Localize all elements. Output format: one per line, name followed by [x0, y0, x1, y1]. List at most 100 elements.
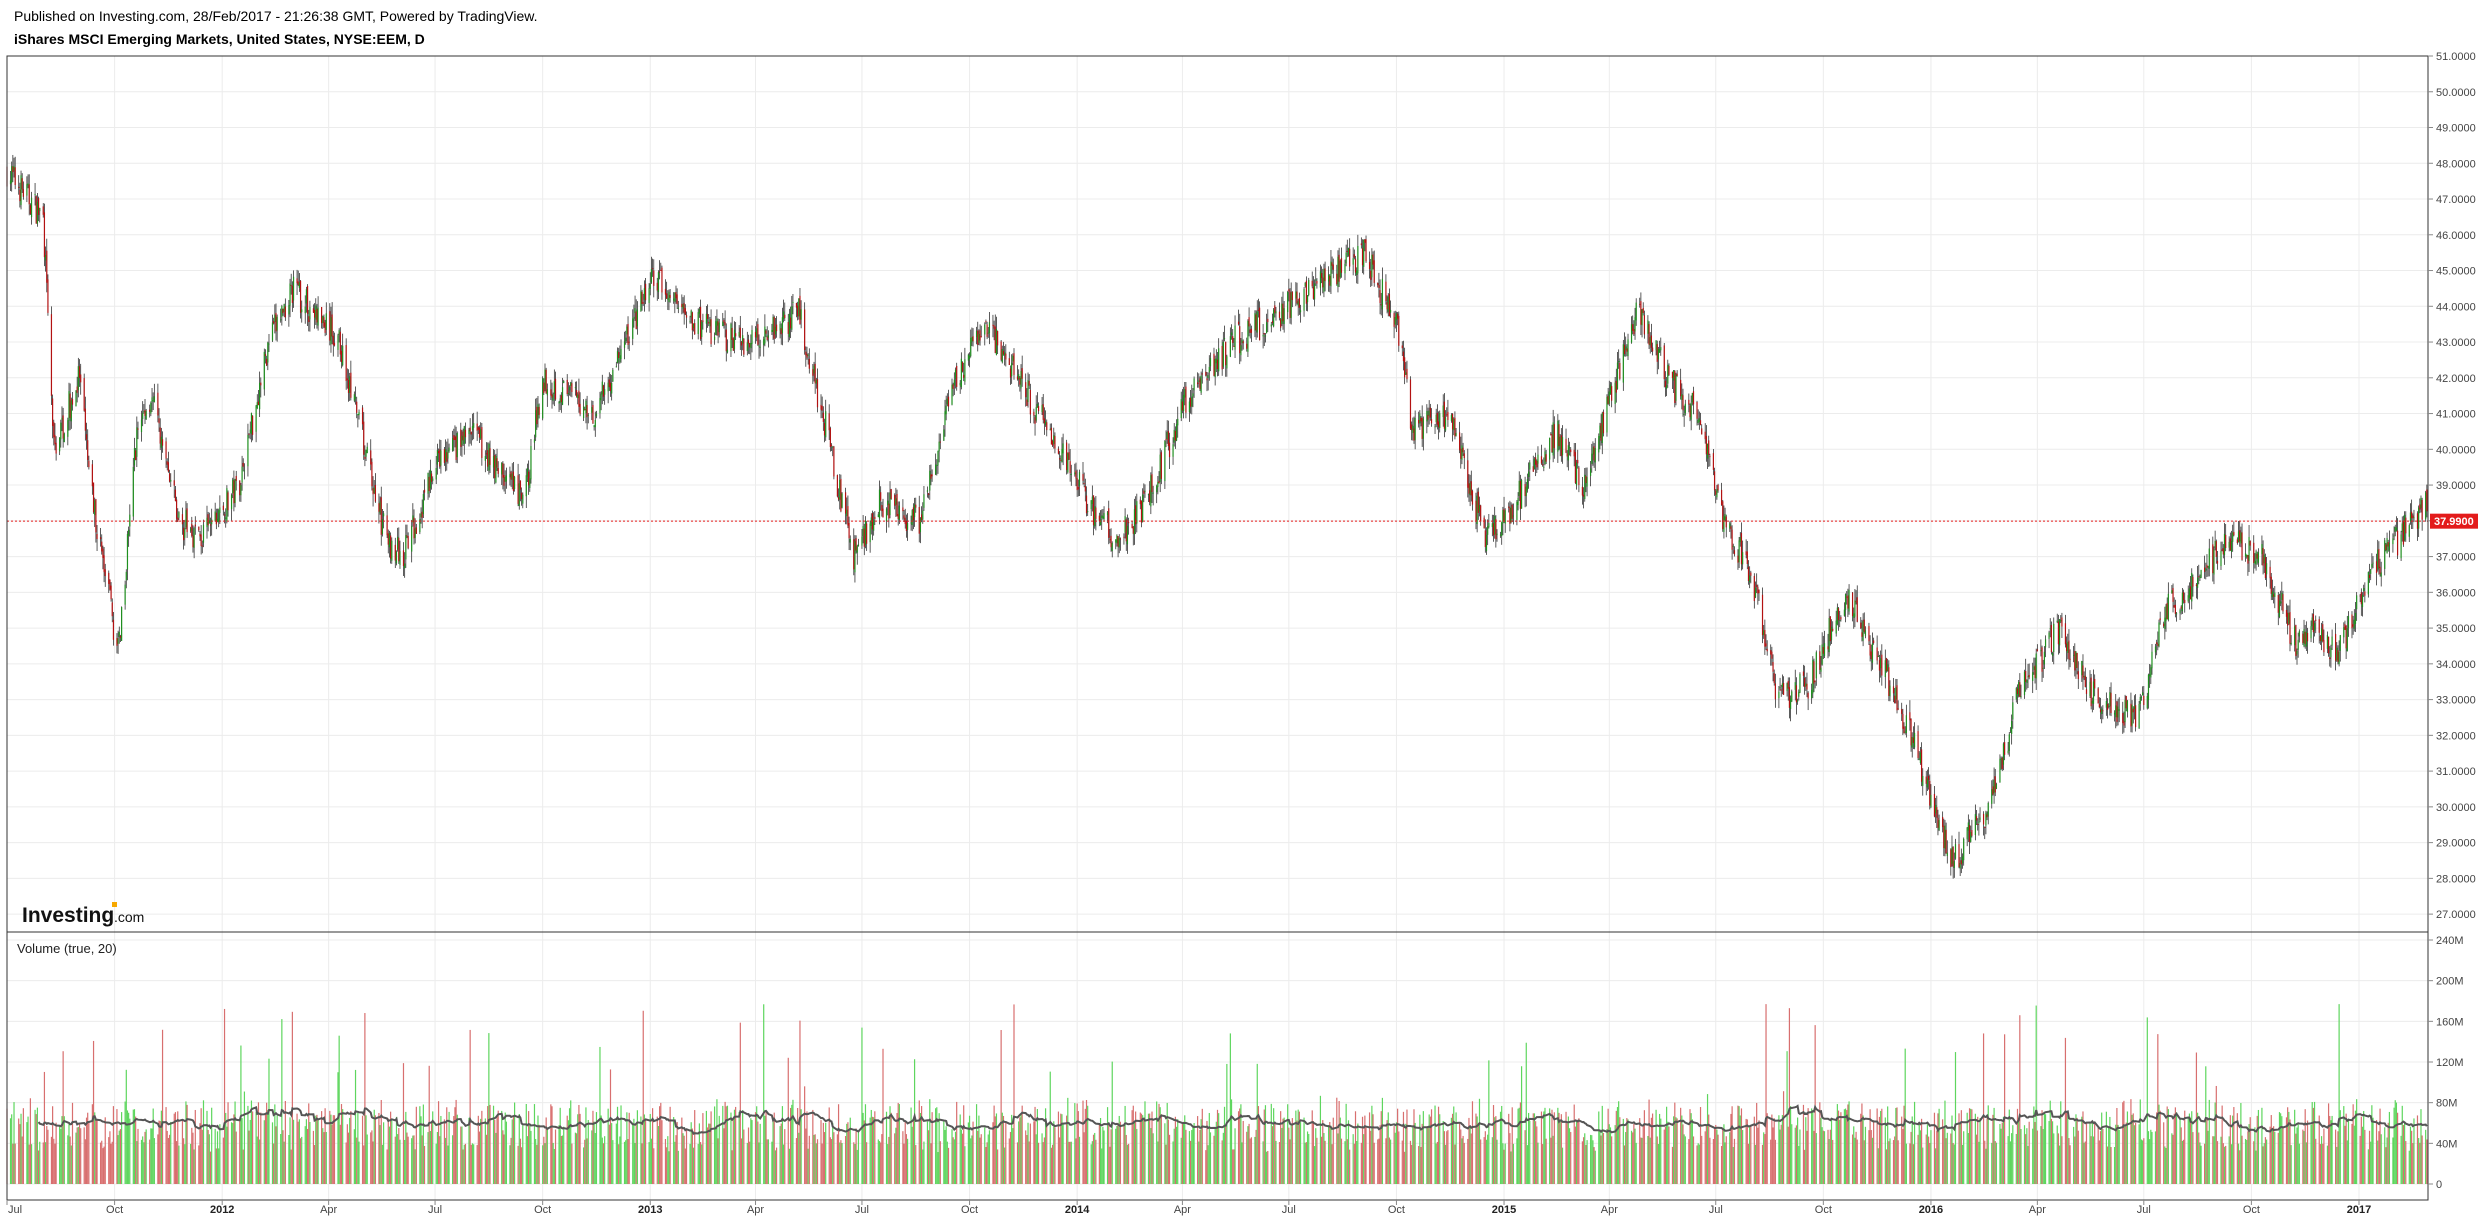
- candle-body: [1525, 486, 1527, 497]
- volume-bar: [43, 1071, 46, 1184]
- volume-bar: [558, 1125, 560, 1184]
- candle-body: [1715, 490, 1717, 495]
- volume-bar: [1259, 1118, 1261, 1184]
- volume-bar: [710, 1111, 712, 1184]
- candle-body: [1132, 526, 1134, 534]
- candle-body: [509, 474, 511, 478]
- volume-bar: [135, 1116, 137, 1184]
- volume-bar: [117, 1135, 119, 1184]
- volume-bar: [476, 1145, 478, 1184]
- volume-bar: [788, 1148, 791, 1184]
- candle-body: [404, 563, 406, 569]
- candle-body: [1083, 483, 1085, 485]
- volume-bar: [1016, 1142, 1019, 1184]
- candle-body: [34, 194, 36, 196]
- candle-body: [1542, 464, 1544, 466]
- volume-bar: [1313, 1146, 1316, 1184]
- price-axis[interactable]: 51.000050.000049.000048.000047.000046.00…: [2428, 51, 2476, 921]
- volume-bar: [1289, 1139, 1291, 1184]
- candle-body: [496, 458, 498, 468]
- volume-bar: [1559, 1120, 1561, 1184]
- candle-body: [805, 351, 807, 356]
- candle-body: [661, 267, 663, 293]
- candle-body: [347, 380, 350, 393]
- volume-bar: [2109, 1116, 2111, 1184]
- candle-body: [429, 469, 431, 489]
- volume-bar: [1864, 1126, 1867, 1184]
- volume-bar: [2122, 1102, 2124, 1184]
- volume-bar: [484, 1118, 486, 1184]
- volume-bar: [1933, 1112, 1936, 1184]
- volume-bar: [1397, 1108, 1399, 1184]
- candle-body: [2405, 517, 2407, 534]
- volume-bar: [2392, 1137, 2394, 1184]
- volume-bar: [911, 1126, 913, 1184]
- volume-bar: [1098, 1123, 1100, 1184]
- volume-bar: [1074, 1103, 1076, 1184]
- volume-bar: [1426, 1127, 1428, 1184]
- volume-bar: [1503, 1149, 1505, 1184]
- candle-body: [1221, 346, 1223, 370]
- candle-body: [517, 475, 519, 504]
- volume-bar: [1798, 1146, 1800, 1184]
- candle-body: [503, 474, 505, 486]
- candle-body: [2043, 651, 2045, 665]
- volume-bar: [504, 1112, 506, 1184]
- volume-bar: [330, 1114, 332, 1184]
- candle-body: [550, 389, 552, 396]
- candle-body: [1008, 358, 1010, 366]
- candle-body: [2089, 681, 2091, 697]
- time-axis[interactable]: Jul Oct 2012 Apr Jul Oct 2013 Apr Jul Oct 2014 Apr J…: [6, 1200, 2371, 1216]
- candle-body: [437, 451, 440, 454]
- volume-bar: [1740, 1108, 1743, 1184]
- volume-bar: [2338, 1004, 2340, 1184]
- candle-body: [36, 201, 39, 224]
- candle-body: [676, 294, 678, 305]
- volume-bar: [1274, 1122, 1276, 1184]
- candle-body: [2241, 532, 2243, 560]
- candle-body: [1634, 317, 1636, 332]
- volume-bar: [1001, 1112, 1003, 1184]
- candle-body: [216, 518, 219, 522]
- candle-body: [1329, 275, 1331, 286]
- volume-bar: [1076, 1103, 1078, 1184]
- candle-body: [763, 339, 765, 346]
- candle-body: [2372, 562, 2374, 564]
- volume-bar: [136, 1141, 138, 1184]
- candle-body: [758, 345, 760, 347]
- candle-body: [1977, 823, 1979, 825]
- candle-body: [478, 427, 481, 438]
- price-tick-label: 37.0000: [2436, 552, 2476, 564]
- candle-body: [685, 315, 688, 318]
- candle-body: [325, 313, 327, 330]
- volume-bar: [806, 1111, 808, 1184]
- volume-bar: [1750, 1125, 1752, 1184]
- candle-body: [1937, 817, 1939, 828]
- volume-bar: [1519, 1102, 1522, 1184]
- volume-bar: [430, 1121, 433, 1184]
- volume-bar: [332, 1115, 334, 1184]
- candle-body: [1046, 422, 1048, 431]
- candle-body: [1868, 626, 1870, 642]
- volume-bar: [1288, 1127, 1290, 1184]
- volume-bar: [1306, 1131, 1309, 1184]
- candle-body: [2420, 497, 2422, 508]
- volume-bar: [782, 1144, 785, 1184]
- candle-body: [2192, 576, 2194, 587]
- volume-bar: [1025, 1130, 1027, 1184]
- volume-bar: [323, 1132, 325, 1184]
- candle-body: [1582, 494, 1585, 497]
- volume-bar: [340, 1104, 343, 1184]
- volume-bar: [993, 1105, 995, 1184]
- volume-bar: [830, 1139, 833, 1184]
- volume-bar: [1184, 1115, 1186, 1184]
- volume-bar: [1174, 1116, 1176, 1184]
- volume-bar: [1103, 1130, 1105, 1184]
- volume-bar: [1633, 1123, 1635, 1184]
- candle-body: [1884, 660, 1886, 677]
- candle-body: [383, 513, 385, 517]
- candle-body: [656, 282, 658, 291]
- candle-body: [2109, 692, 2111, 707]
